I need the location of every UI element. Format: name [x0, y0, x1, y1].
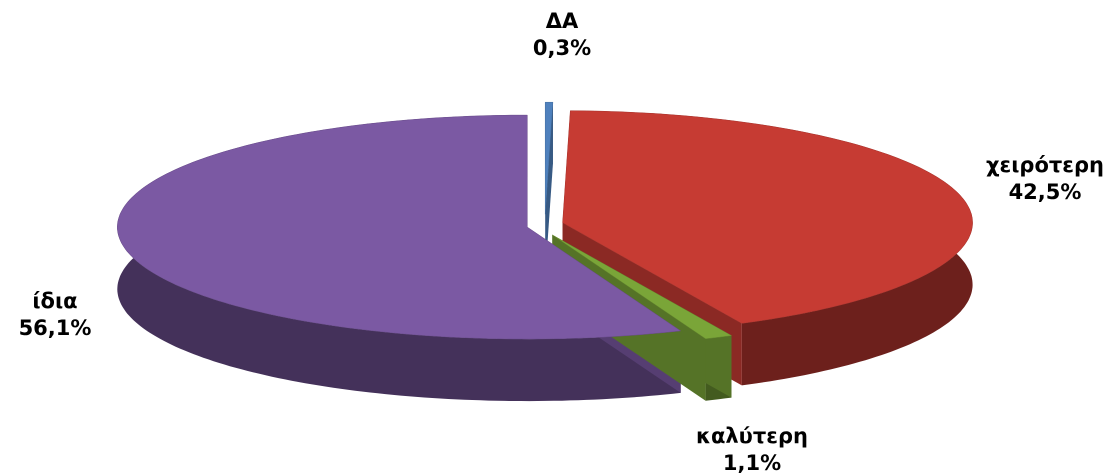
slice	[562, 110, 973, 324]
slice-label: ίδια	[32, 289, 77, 313]
slice-label: χειρότερη	[986, 153, 1104, 177]
slice	[552, 234, 733, 339]
slice-label: καλύτερη	[696, 424, 808, 448]
slice-value-label: 1,1%	[723, 451, 781, 475]
slice	[117, 114, 682, 340]
slice-value-label: 42,5%	[1009, 180, 1082, 204]
slice-value-label: 56,1%	[19, 316, 92, 340]
slice-value-label: 0,3%	[533, 36, 591, 60]
slice-wall	[545, 102, 553, 277]
slice-label: ΔΑ	[546, 9, 579, 33]
slice	[544, 101, 554, 215]
